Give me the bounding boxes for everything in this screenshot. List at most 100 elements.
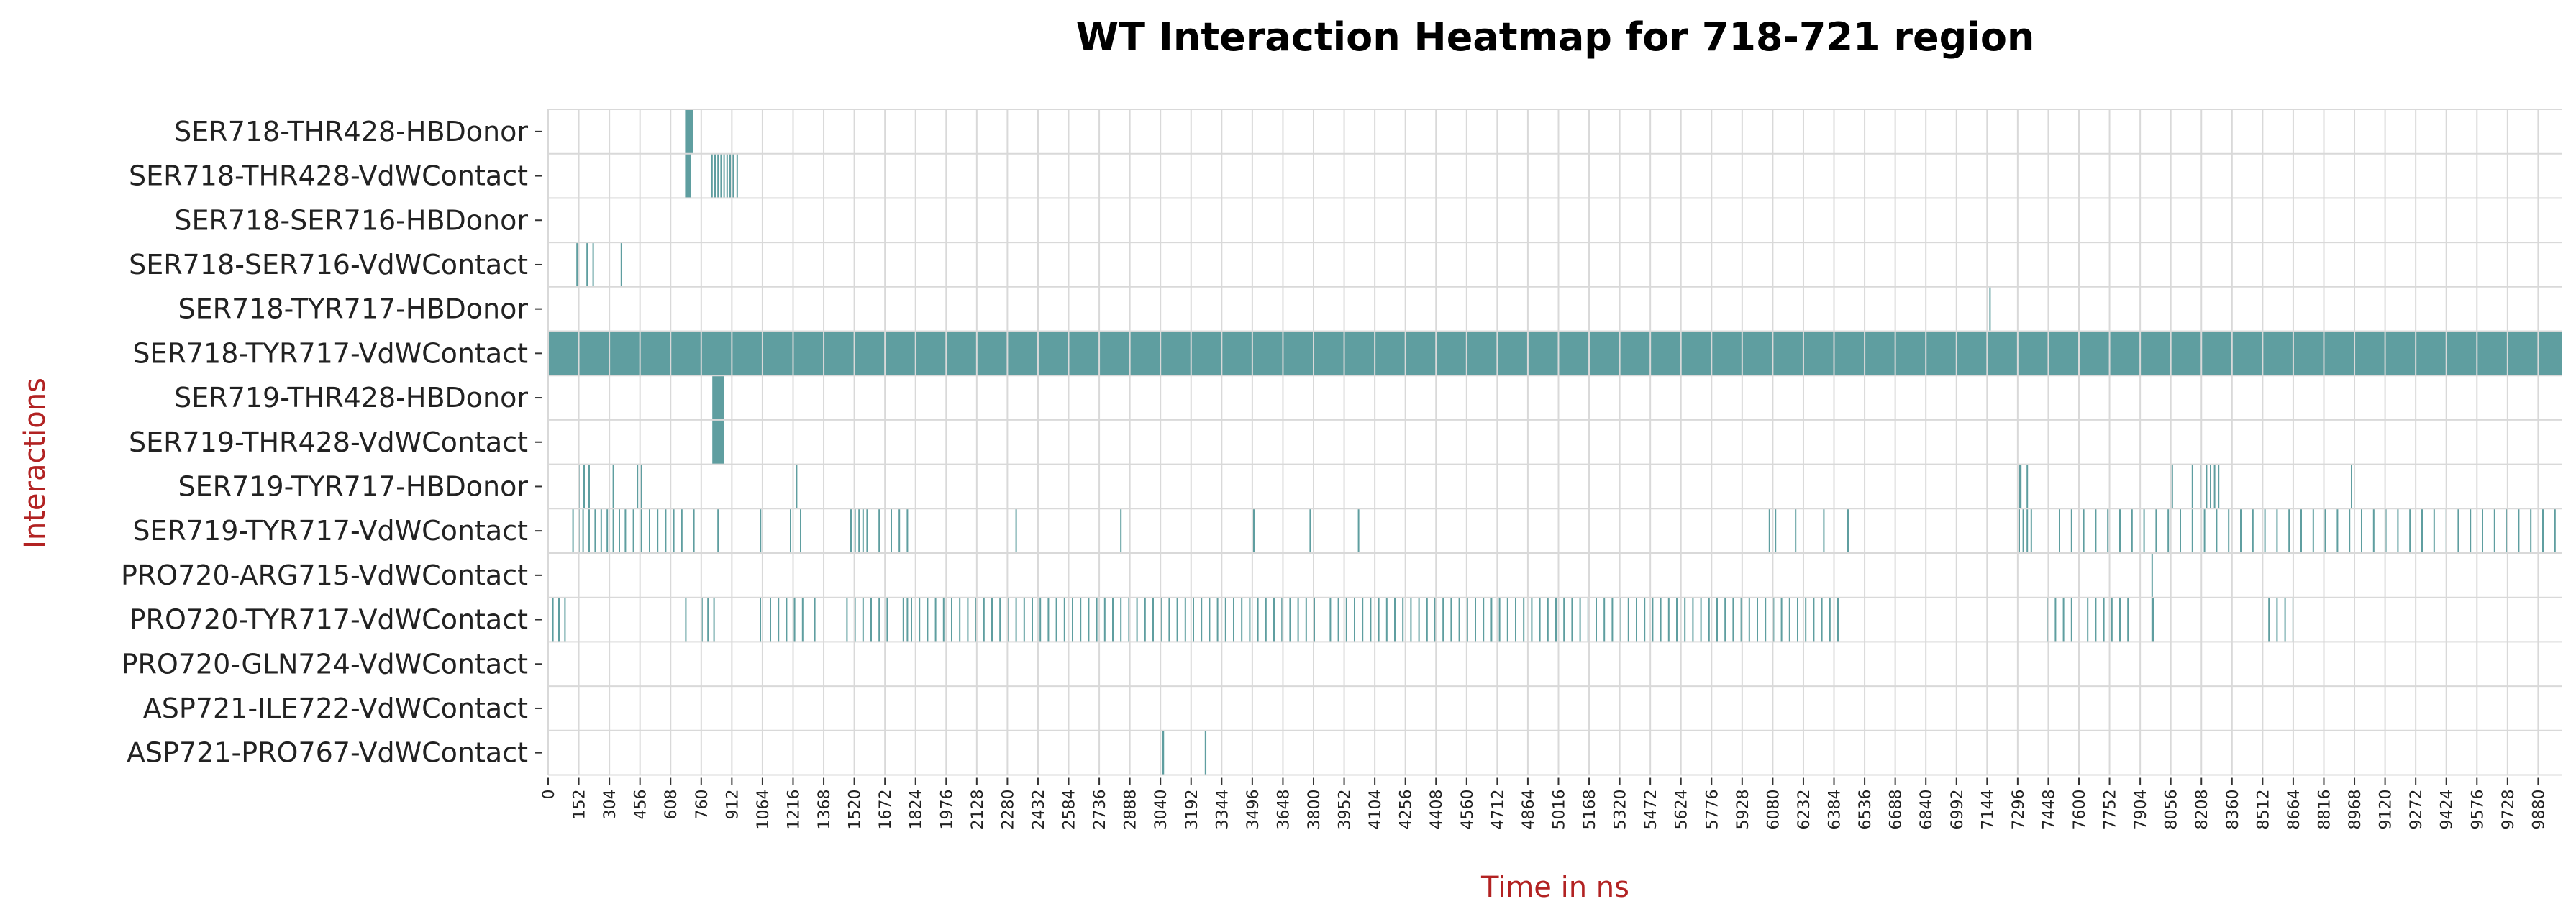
y-tick-labels: SER718-THR428-HBDonor SER718-THR428-VdWCo… (121, 116, 542, 769)
heatmap-cell (1204, 730, 1207, 775)
heatmap-cell (1345, 597, 1347, 642)
x-tick-label: 4408 (1428, 790, 1446, 830)
x-tick-label: 3952 (1337, 790, 1355, 830)
heatmap-cell (2155, 508, 2157, 553)
x-tick-label: 7752 (2102, 790, 2120, 830)
heatmap-cell (2119, 597, 2121, 642)
heatmap-cell (862, 597, 864, 642)
x-tick-label: 9272 (2408, 790, 2426, 830)
y-tick-label: ASP721-ILE722-VdWContact (143, 693, 528, 724)
heatmap-cell (588, 508, 590, 553)
heatmap-cell (1080, 597, 1082, 642)
heatmap-cell (1209, 597, 1211, 642)
x-tick-label: 3496 (1244, 790, 1262, 830)
heatmap-cell (736, 153, 738, 198)
heatmap-cell (712, 375, 724, 420)
heatmap-cell (2216, 508, 2218, 553)
heatmap-cell (942, 597, 945, 642)
heatmap-cell (2143, 508, 2145, 553)
heatmap-cell (2397, 508, 2399, 553)
heatmap-cell (1829, 597, 1831, 642)
heatmap-cell (2206, 464, 2208, 509)
heatmap-cell (1813, 597, 1815, 642)
heatmap-cell (2252, 508, 2254, 553)
y-tick-label: ASP721-PRO767-VdWContact (127, 737, 528, 769)
heatmap-cell (1724, 597, 1726, 642)
heatmap-cell (1498, 597, 1501, 642)
heatmap-cell (2103, 597, 2105, 642)
x-tick-label: 6688 (1888, 790, 1906, 830)
heatmap-cell (637, 464, 639, 509)
heatmap-cell (576, 242, 578, 287)
x-tick-label: 2128 (969, 790, 987, 830)
heatmap-cell (1652, 597, 1654, 642)
heatmap-cell (2433, 508, 2435, 553)
heatmap-cell (2151, 597, 2154, 642)
heatmap-cell (902, 597, 904, 642)
x-tick-label: 2584 (1061, 790, 1079, 830)
heatmap-cell (778, 597, 780, 642)
heatmap-cell (552, 597, 554, 642)
x-tick-label: 7144 (1979, 790, 1997, 830)
x-tick-label: 5776 (1703, 790, 1721, 830)
heatmap-cell (1847, 508, 1849, 553)
x-tick-label: 8512 (2254, 790, 2272, 830)
y-tick-label: SER718-THR428-HBDonor (174, 116, 528, 147)
heatmap-cell (582, 508, 584, 553)
x-tick-label: 5320 (1612, 790, 1630, 830)
heatmap-cell (1162, 730, 1165, 775)
x-tick-label: 456 (632, 790, 650, 820)
x-tick-label: 7296 (2010, 790, 2028, 830)
heatmap-cell (919, 597, 921, 642)
x-tick-label: 9576 (2469, 790, 2487, 830)
heatmap-cell (2022, 508, 2024, 553)
heatmap-cell (1579, 597, 1581, 642)
heatmap-cell (1587, 597, 1589, 642)
heatmap-cell (2111, 597, 2113, 642)
heatmap-cell (1103, 597, 1106, 642)
heatmap-cell (1667, 597, 1670, 642)
y-tick-label: PRO720-TYR717-VdWContact (129, 604, 528, 636)
heatmap-cell (866, 508, 868, 553)
heatmap-cell (1442, 597, 1444, 642)
heatmap-cell (1072, 597, 1073, 642)
heatmap-cell (2119, 508, 2121, 553)
heatmap-cell (1426, 597, 1428, 642)
heatmap-cell (1224, 597, 1226, 642)
x-tick-label: 1064 (755, 790, 773, 830)
x-tick-label: 5928 (1734, 790, 1752, 830)
x-tick-label: 912 (724, 790, 742, 820)
heatmap-cell (2409, 508, 2411, 553)
heatmap-cell (693, 508, 695, 553)
heatmap-cell (850, 508, 852, 553)
heatmap-cell (1032, 597, 1033, 642)
heatmap-cell (2200, 464, 2201, 509)
y-tick-label: SER718-THR428-VdWContact (129, 160, 528, 192)
heatmap-cell (612, 464, 614, 509)
heatmap-cell (2240, 508, 2242, 553)
heatmap-cell (2062, 597, 2065, 642)
heatmap-cell (870, 597, 872, 642)
heatmap-cell (1684, 597, 1686, 642)
heatmap-cell (1253, 508, 1255, 553)
heatmap-cell (858, 508, 860, 553)
heatmap-cell (1023, 597, 1025, 642)
heatmap-cell (1015, 597, 1017, 642)
heatmap-cell (1716, 597, 1718, 642)
heatmap-cell (632, 508, 634, 553)
heatmap-cell (1128, 597, 1130, 642)
x-tick-label: 6384 (1826, 790, 1844, 830)
heatmap-cell (649, 508, 650, 553)
heatmap-cell (1193, 597, 1194, 642)
heatmap-cell (2210, 464, 2211, 509)
heatmap-cell (717, 508, 719, 553)
heatmap-cell (2203, 508, 2206, 553)
heatmap-cell (713, 597, 715, 642)
heatmap-cell (1732, 597, 1734, 642)
heatmap-cell (1112, 597, 1114, 642)
y-tick-label: SER719-TYR717-HBDonor (178, 470, 529, 502)
heatmap-cell (1168, 597, 1170, 642)
x-tick-label: 5168 (1581, 790, 1599, 830)
heatmap-cell (681, 508, 683, 553)
x-tick-label: 8664 (2285, 790, 2303, 830)
